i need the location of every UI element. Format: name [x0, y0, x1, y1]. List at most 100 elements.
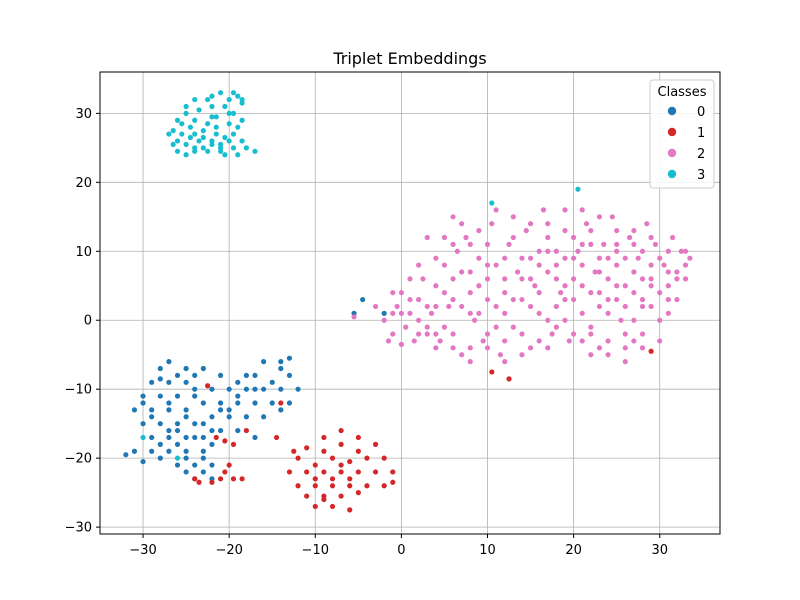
- data-point: [170, 128, 176, 134]
- data-point: [562, 296, 568, 303]
- data-point: [209, 386, 215, 392]
- legend-label: 2: [697, 147, 705, 162]
- data-point: [502, 359, 508, 365]
- data-point: [183, 152, 189, 158]
- data-point: [489, 221, 495, 227]
- data-point: [239, 476, 245, 482]
- data-point: [200, 469, 206, 475]
- data-point: [390, 310, 396, 316]
- data-point: [424, 234, 430, 241]
- chart-title: Triplet Embeddings: [332, 49, 486, 68]
- data-point: [347, 483, 353, 489]
- data-point: [571, 255, 577, 261]
- data-point: [467, 345, 473, 351]
- data-point: [235, 379, 241, 385]
- data-point: [463, 234, 469, 241]
- data-point: [226, 138, 232, 144]
- data-point: [536, 338, 542, 344]
- data-point: [484, 296, 491, 303]
- data-point: [192, 386, 198, 392]
- data-point: [239, 96, 245, 103]
- data-point: [665, 310, 671, 316]
- data-point: [200, 448, 206, 454]
- data-point: [545, 317, 551, 323]
- data-point: [205, 121, 211, 127]
- data-point: [243, 414, 249, 420]
- data-point: [588, 352, 594, 358]
- data-point: [235, 393, 241, 399]
- data-point: [596, 214, 603, 220]
- data-point: [459, 221, 465, 227]
- data-point: [222, 134, 228, 141]
- data-point: [407, 276, 413, 282]
- data-point: [381, 455, 387, 461]
- data-point: [166, 400, 172, 406]
- data-point: [657, 317, 663, 323]
- data-point: [545, 248, 551, 254]
- data-point: [622, 331, 628, 337]
- data-point: [226, 121, 232, 127]
- data-point: [575, 186, 581, 192]
- y-tick-label: 30: [75, 107, 92, 122]
- data-point: [631, 317, 637, 323]
- data-point: [648, 276, 654, 282]
- data-point: [450, 241, 456, 247]
- data-point: [157, 376, 163, 382]
- data-point: [226, 414, 232, 420]
- data-point: [149, 448, 155, 454]
- x-tick-label: −10: [302, 543, 329, 558]
- data-point: [187, 134, 194, 141]
- data-point: [131, 448, 138, 454]
- data-point: [682, 248, 689, 254]
- data-point: [183, 455, 189, 461]
- data-point: [183, 414, 189, 420]
- data-point: [562, 317, 568, 323]
- data-point: [665, 283, 671, 289]
- data-point: [665, 269, 671, 275]
- legend-marker: [667, 106, 677, 116]
- data-point: [536, 262, 542, 268]
- data-point: [243, 427, 249, 434]
- data-point: [532, 283, 538, 289]
- data-point: [579, 262, 585, 268]
- data-point: [230, 476, 237, 482]
- data-point: [540, 207, 547, 213]
- data-point: [179, 131, 185, 137]
- data-point: [635, 255, 641, 261]
- legend-label: 0: [697, 105, 705, 120]
- data-point: [217, 90, 224, 96]
- data-point: [588, 331, 594, 337]
- data-point: [174, 462, 181, 468]
- data-point: [553, 276, 559, 282]
- data-point: [562, 207, 568, 213]
- data-point: [205, 148, 211, 154]
- data-point: [183, 365, 189, 372]
- data-point: [295, 386, 301, 392]
- data-point: [230, 110, 237, 116]
- data-point: [519, 276, 525, 282]
- data-point: [304, 469, 310, 475]
- data-point: [398, 310, 404, 316]
- data-point: [200, 134, 206, 141]
- data-point: [519, 296, 525, 303]
- data-point: [596, 303, 603, 310]
- data-point: [493, 324, 499, 330]
- points-layer: [123, 90, 693, 513]
- data-point: [639, 296, 646, 303]
- data-point: [329, 476, 336, 482]
- data-point: [398, 290, 404, 296]
- data-point: [622, 255, 628, 261]
- data-point: [571, 234, 577, 241]
- data-point: [166, 448, 172, 454]
- data-point: [596, 255, 603, 261]
- data-point: [682, 262, 689, 268]
- data-point: [239, 117, 245, 123]
- data-point: [545, 269, 551, 275]
- data-point: [661, 262, 667, 268]
- data-point: [269, 379, 275, 385]
- data-point: [476, 310, 482, 316]
- data-point: [174, 441, 181, 447]
- data-point: [252, 386, 258, 392]
- data-point: [502, 310, 508, 316]
